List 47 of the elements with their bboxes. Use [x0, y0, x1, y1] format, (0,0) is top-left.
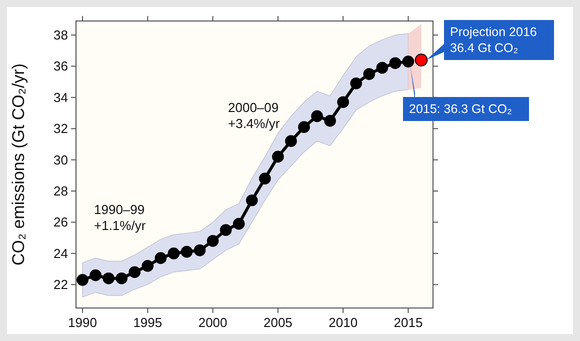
point: [246, 194, 258, 206]
point: [142, 260, 154, 272]
y-tick-label: 30: [54, 152, 68, 168]
point: [285, 135, 297, 148]
annotation: 1990–99 +1.1%/yr: [94, 202, 146, 233]
point: [324, 114, 336, 127]
annotation: 2015: 36.3 Gt CO₂: [409, 102, 512, 116]
point: [414, 54, 428, 66]
point: [402, 56, 414, 68]
point: [206, 235, 219, 247]
y-tick-label: 38: [54, 28, 68, 43]
point: [220, 224, 232, 236]
point: [350, 77, 362, 90]
point: [194, 244, 206, 256]
y-tick-label: 24: [54, 246, 68, 261]
y-tick-label: 28: [54, 184, 68, 199]
x-tick-label: 2015: [394, 315, 423, 330]
point: [363, 68, 376, 80]
point: [154, 252, 167, 264]
point: [116, 272, 128, 284]
x-tick-label: 2005: [263, 315, 292, 330]
point: [102, 272, 114, 284]
point: [232, 218, 245, 230]
point: [272, 150, 284, 163]
point: [298, 121, 310, 133]
point: [311, 110, 323, 122]
point: [389, 57, 402, 70]
x-tick-label: 2000: [198, 315, 228, 330]
point: [180, 246, 193, 258]
y-tick-label: 26: [54, 214, 68, 230]
y-tick-label: 32: [54, 121, 68, 136]
y-tick-label: 36: [54, 58, 68, 74]
annotation: Projection 2016 36.4 Gt CO₂: [450, 25, 537, 55]
point: [90, 269, 102, 282]
y-tick-label: 34: [54, 90, 68, 105]
y-tick-label: 22: [54, 277, 68, 292]
point: [337, 96, 350, 108]
x-tick-label: 2010: [328, 315, 358, 330]
x-tick-label: 1990: [68, 315, 97, 330]
point: [128, 266, 141, 278]
point: [168, 248, 180, 260]
point: [259, 172, 271, 184]
y-axis-title: CO₂ emissions (Gt CO₂/yr): [9, 63, 28, 266]
x-tick-label: 1995: [133, 315, 162, 330]
annotation: 2000–09 +3.4%/yr: [228, 100, 280, 131]
point: [376, 62, 388, 74]
point: [76, 274, 88, 286]
